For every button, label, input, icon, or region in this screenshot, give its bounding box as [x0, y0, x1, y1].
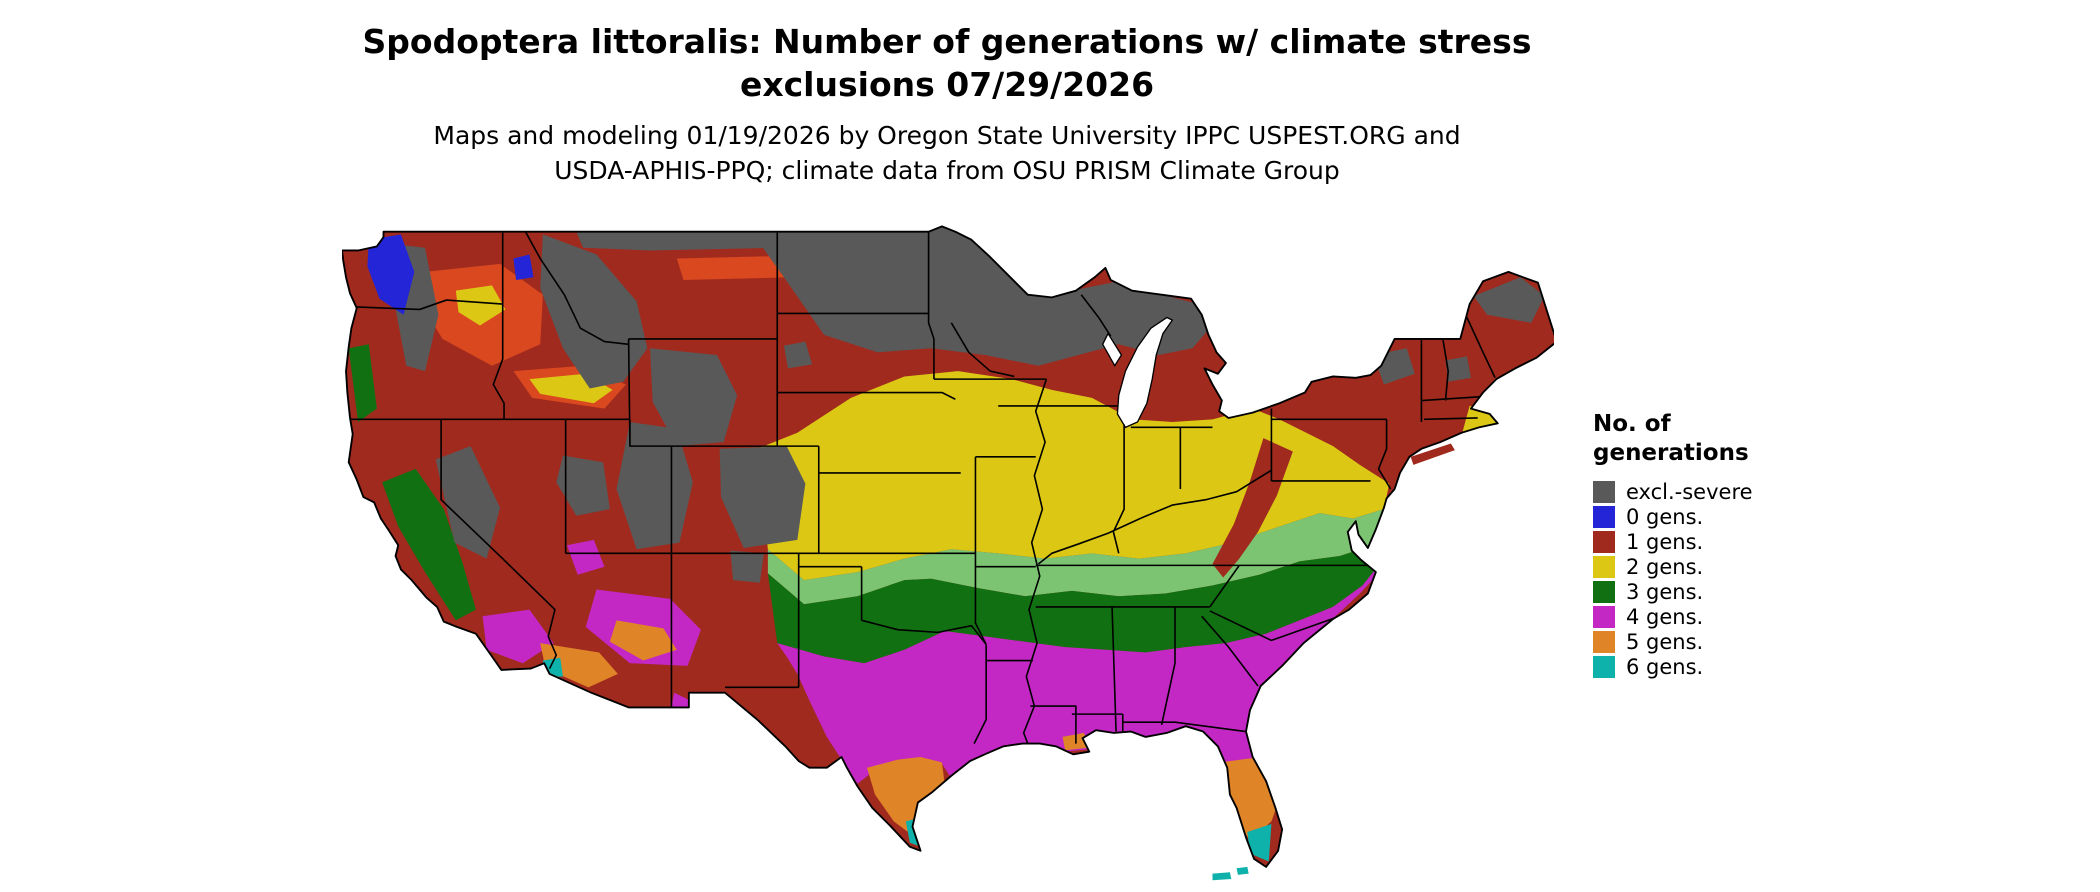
zone-appalachian-ridge-1gens — [1212, 438, 1293, 578]
region-patch — [482, 609, 554, 664]
legend-swatch-6gens — [1593, 655, 1615, 678]
region-patch — [783, 341, 813, 369]
region-patch — [566, 539, 605, 575]
legend-items: excl.-severe 0 gens. 1 gens. 2 gens. 3 g… — [1593, 479, 1833, 679]
legend-item-3gens: 3 gens. — [1593, 579, 1833, 604]
legend-item-1gens: 1 gens. — [1593, 529, 1833, 554]
region-patch — [767, 526, 1390, 664]
region-patch — [676, 255, 792, 280]
us-outline — [342, 225, 1554, 868]
legend-item-6gens: 6 gens. — [1593, 654, 1833, 679]
legend-title: No. of generations — [1593, 410, 1833, 468]
legend-label-1gens: 1 gens. — [1626, 529, 1704, 554]
legend-item-4gens: 4 gens. — [1593, 604, 1833, 629]
page-title: Spodoptera littoralis: Number of generat… — [0, 20, 1894, 106]
region-patch — [719, 446, 806, 548]
region-patch — [757, 371, 1390, 581]
region-patch — [513, 254, 534, 280]
legend-label-excl-severe: excl.-severe — [1626, 479, 1753, 504]
legend-swatch-2gens — [1593, 555, 1615, 578]
title-line-1: Spodoptera littoralis: Number of generat… — [362, 22, 1532, 61]
region-patch — [540, 643, 618, 688]
region-patch — [730, 550, 764, 583]
legend-swatch-1gens — [1593, 530, 1615, 553]
legend-title-line-2: generations — [1593, 440, 1749, 466]
legend-label-6gens: 6 gens. — [1626, 654, 1704, 679]
legend-swatch-0gens — [1593, 505, 1615, 528]
region-patch — [1236, 866, 1249, 875]
region-patch — [1212, 438, 1293, 578]
region-patch — [367, 234, 415, 315]
legend-swatch-3gens — [1593, 580, 1615, 603]
us-generations-map — [342, 225, 1554, 881]
region-patch — [650, 348, 738, 447]
region-patch — [609, 620, 677, 661]
legend-label-3gens: 3 gens. — [1626, 579, 1704, 604]
legend-label-5gens: 5 gens. — [1626, 629, 1704, 654]
legend-item-0gens: 0 gens. — [1593, 504, 1833, 529]
region-patch — [382, 468, 476, 621]
region-patch — [1473, 277, 1545, 323]
region-patch — [767, 509, 1390, 605]
legend-label-4gens: 4 gens. — [1626, 604, 1704, 629]
page-subtitle: Maps and modeling 01/19/2026 by Oregon S… — [0, 118, 1894, 188]
legend-swatch-5gens — [1593, 630, 1615, 653]
zone-0gens — [367, 234, 534, 315]
state-boundaries — [348, 231, 1496, 751]
legend-label-0gens: 0 gens. — [1626, 504, 1704, 529]
region-patch — [435, 446, 501, 559]
region-patch — [866, 757, 945, 838]
region-patch — [540, 234, 648, 389]
legend-swatch-excl-severe — [1593, 480, 1615, 503]
region-patch — [743, 226, 1210, 366]
region-patch — [556, 455, 610, 516]
legend-item-excl-severe: excl.-severe — [1593, 479, 1833, 504]
legend-item-5gens: 5 gens. — [1593, 629, 1833, 654]
region-patch — [616, 422, 693, 550]
zone-3gens — [348, 344, 1390, 664]
region-patch — [576, 231, 778, 251]
florida-keys — [1212, 866, 1249, 881]
title-line-2: exclusions 07/29/2026 — [739, 65, 1155, 104]
legend-title-line-1: No. of — [1593, 411, 1671, 437]
subtitle-line-2: USDA-APHIS-PPQ; climate data from OSU PR… — [554, 156, 1340, 185]
lake-michigan — [1116, 316, 1174, 429]
region-patch — [1212, 872, 1232, 881]
green-bay — [1101, 332, 1123, 368]
subtitle-line-1: Maps and modeling 01/19/2026 by Oregon S… — [433, 121, 1461, 150]
zone-transition-yellow-green — [767, 509, 1390, 605]
legend-item-2gens: 2 gens. — [1593, 554, 1833, 579]
legend-label-2gens: 2 gens. — [1626, 554, 1704, 579]
long-island — [1410, 443, 1455, 465]
region-patch — [348, 344, 377, 422]
region-patch — [1445, 356, 1471, 382]
great-lakes-water — [1101, 316, 1174, 429]
region-patch — [1247, 824, 1272, 862]
legend-swatch-4gens — [1593, 605, 1615, 628]
map-legend: No. of generations excl.-severe 0 gens. … — [1593, 410, 1833, 679]
region-patch — [455, 285, 506, 326]
